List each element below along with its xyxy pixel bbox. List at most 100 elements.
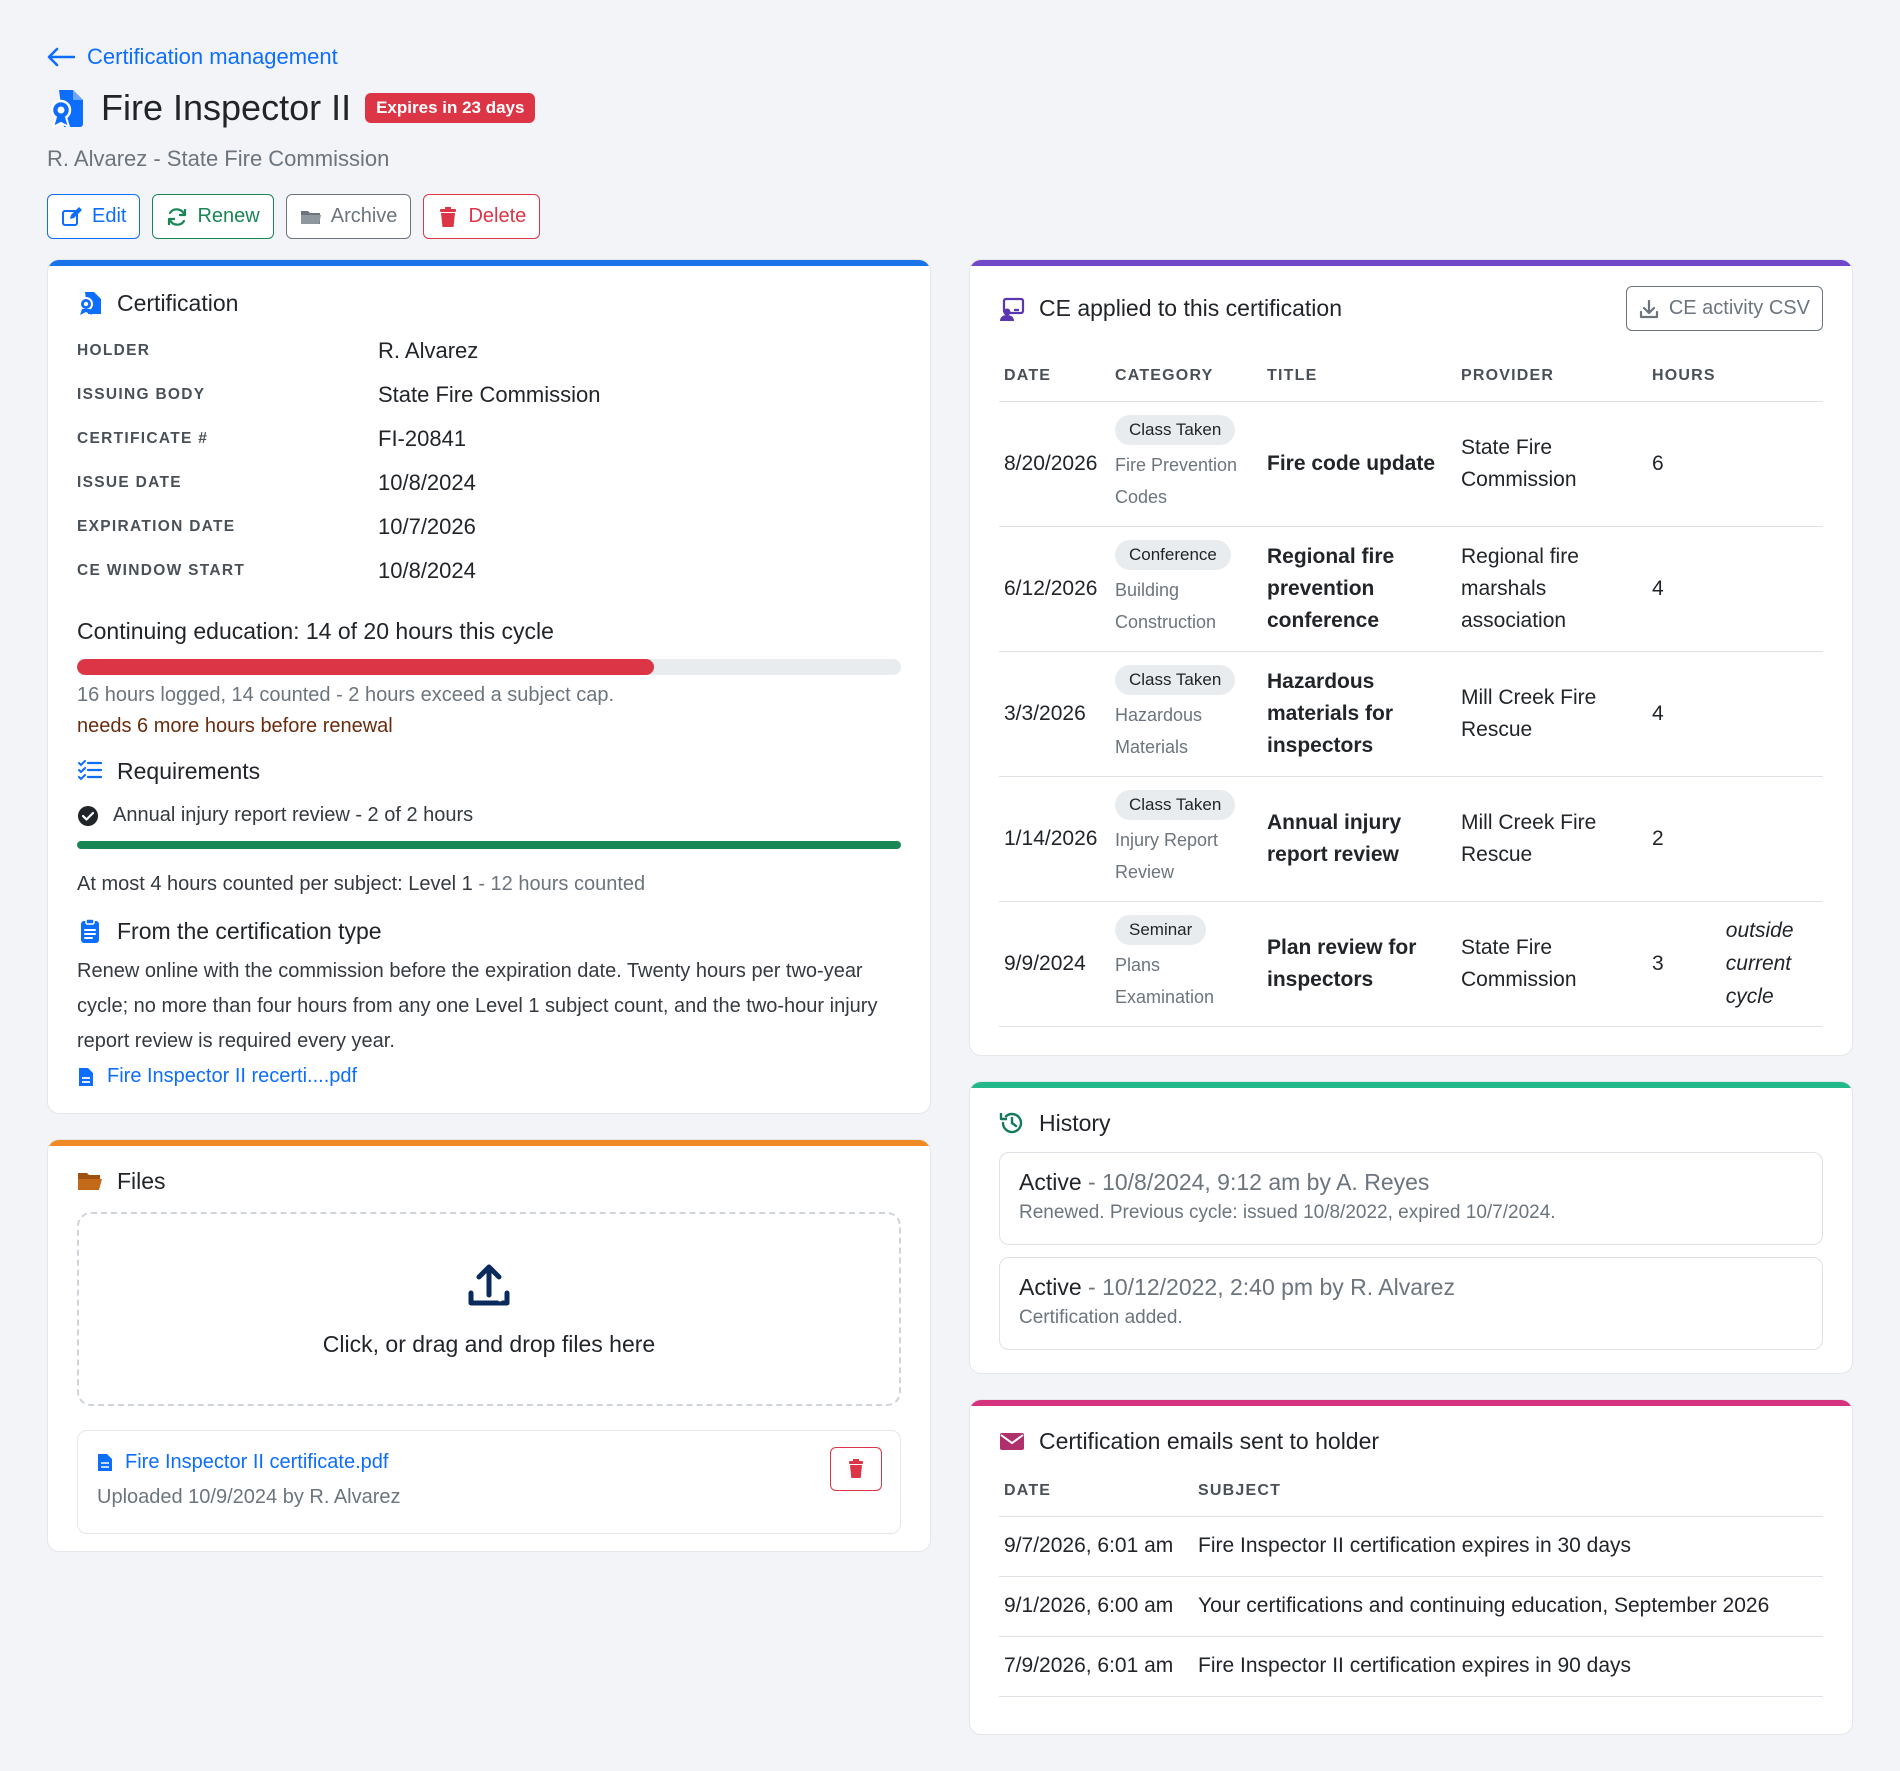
ce-title: Fire code update [1262,401,1456,527]
archive-button[interactable]: Archive [285,194,412,239]
ce-applied-card: CE applied to this certification CE acti… [969,259,1853,1056]
ce-progress-bar [77,659,901,675]
ce-type-pill: Seminar [1115,914,1207,945]
list-check-icon [78,760,103,781]
column-header-subject[interactable]: SUBJECT [1193,1466,1823,1517]
emails-card-title: Certification emails sent to holder [999,1424,1823,1458]
history-item: Active - 10/12/2022, 2:40 pm by R. Alvar… [999,1257,1823,1350]
ce-hours: 6 [1647,401,1721,527]
history-card: History Active - 10/8/2024, 9:12 am by A… [969,1081,1853,1374]
email-subject: Fire Inspector II certification expires … [1193,1636,1823,1697]
dropzone-text: Click, or drag and drop files here [322,1330,656,1357]
history-status: Active [1019,1274,1082,1300]
ce-progress-heading: Continuing education: 14 of 20 hours thi… [77,618,554,644]
ce-title: Hazardous materials for inspectors [1262,651,1456,777]
detail-value: R. Alvarez [378,338,479,363]
file-item-link[interactable]: Fire Inspector II certificate.pdf [97,1451,881,1474]
ce-hours: 4 [1647,526,1721,652]
page-title: Fire Inspector II [101,87,352,128]
renew-button[interactable]: Renew [152,194,274,239]
ce-note [1720,776,1823,902]
ce-type-pill: Class Taken [1115,414,1236,445]
page-subtitle: R. Alvarez - State Fire Commission [47,146,390,171]
action-toolbar: Edit Renew Archive Delete [47,194,1853,239]
subject-cap-text: At most 4 hours counted per subject: Lev… [77,873,473,895]
ce-date: 9/9/2024 [999,901,1110,1027]
detail-label: EXPIRATION DATE [77,518,236,535]
trash-icon [440,206,457,227]
table-row[interactable]: 9/7/2026, 6:01 am Fire Inspector II cert… [999,1516,1823,1577]
column-header-date[interactable]: DATE [999,351,1110,402]
edit-button[interactable]: Edit [47,194,141,239]
table-row[interactable]: 9/9/2024 Seminar Plans Examination Plan r… [999,901,1823,1027]
check-circle-icon [78,805,98,826]
table-row[interactable]: 3/3/2026 Class Taken Hazardous Materials … [999,651,1823,777]
email-date: 9/7/2026, 6:01 am [999,1516,1193,1577]
table-row[interactable]: 9/1/2026, 6:00 am Your certifications an… [999,1576,1823,1637]
award-icon [50,90,83,129]
detail-value: FI-20841 [378,426,467,451]
delete-button[interactable]: Delete [423,194,541,239]
ce-needs-note: needs 6 more hours before renewal [77,715,393,737]
file-dropzone[interactable]: Click, or drag and drop files here [77,1212,901,1406]
renew-button-label: Renew [197,205,260,227]
column-header-category[interactable]: CATEGORY [1110,351,1262,402]
ce-provider: Regional fire marshals association [1456,526,1647,652]
ce-hours: 3 [1647,901,1721,1027]
certification-card-title: Certification [77,286,901,320]
certification-type-file-link[interactable]: Fire Inspector II recerti....pdf [77,1065,901,1088]
column-header-hours[interactable]: HOURS [1647,351,1721,402]
email-subject: Fire Inspector II certification expires … [1193,1516,1823,1577]
history-card-accent [970,1082,1852,1088]
ce-progress-fill [77,659,654,675]
column-header-title[interactable]: TITLE [1262,351,1456,402]
table-row[interactable]: 8/20/2026 Class Taken Fire Prevention Cod… [999,401,1823,527]
ce-category-cell: Class Taken Injury Report Review [1110,776,1262,902]
ce-title: Plan review for inspectors [1262,901,1456,1027]
ce-date: 6/12/2026 [999,526,1110,652]
ce-note [1720,526,1823,652]
ce-category-cell: Class Taken Hazardous Materials [1110,651,1262,777]
trash-icon [849,1459,863,1478]
history-detail: Certification added. [1019,1307,1183,1328]
table-row[interactable]: 1/14/2026 Class Taken Injury Report Revie… [999,776,1823,902]
history-when: - 10/8/2024, 9:12 am by A. Reyes [1081,1169,1430,1195]
ce-csv-button[interactable]: CE activity CSV [1625,286,1823,331]
ce-type-pill: Class Taken [1115,789,1236,820]
envelope-icon [1000,1433,1024,1450]
ce-provider: Mill Creek Fire Rescue [1456,651,1647,777]
folder-icon [300,210,321,224]
detail-label: ISSUING BODY [77,386,206,403]
column-header-date[interactable]: DATE [999,1466,1193,1517]
right-column: CE applied to this certification CE acti… [969,259,1853,1735]
left-column: Certification HOLDER R. Alvarez ISSUING … [47,259,931,1552]
page: Certification management Fire Inspector … [47,40,1853,1735]
archive-button-label: Archive [330,205,398,227]
certification-type-title-label: From the certification type [117,917,382,944]
certification-type-description: Renew online with the commission before … [77,960,878,1052]
ce-table-header: DATE CATEGORY TITLE PROVIDER HOURS [999,351,1823,402]
ce-category: Building Construction [1115,579,1217,632]
detail-value: 10/8/2024 [378,470,476,495]
ce-date: 1/14/2026 [999,776,1110,902]
detail-label: ISSUE DATE [77,474,182,491]
detail-row-issuing-body: ISSUING BODY State Fire Commission [77,373,901,417]
detail-value: State Fire Commission [378,382,601,407]
table-row[interactable]: 6/12/2026 Conference Building Constructio… [999,526,1823,652]
history-title-label: History [1039,1109,1111,1136]
ce-date: 8/20/2026 [999,401,1110,527]
emails-card-accent [970,1400,1852,1406]
file-item: Fire Inspector II certificate.pdf Upload… [77,1430,901,1534]
file-item-meta: Uploaded 10/9/2024 by R. Alvarez [97,1486,401,1508]
ce-category: Injury Report Review [1115,829,1219,882]
title-row: Fire Inspector II Expires in 23 days [47,82,1853,134]
delete-file-button[interactable] [830,1447,882,1491]
email-date: 7/9/2026, 6:01 am [999,1636,1193,1697]
detail-label: HOLDER [77,342,151,359]
back-link[interactable]: Certification management [47,40,1853,74]
file-item-name: Fire Inspector II certificate.pdf [125,1451,389,1473]
column-header-provider[interactable]: PROVIDER [1456,351,1647,402]
file-earmark-icon [79,1067,93,1086]
ce-hours: 2 [1647,776,1721,902]
table-row[interactable]: 7/9/2026, 6:01 am Fire Inspector II cert… [999,1636,1823,1697]
